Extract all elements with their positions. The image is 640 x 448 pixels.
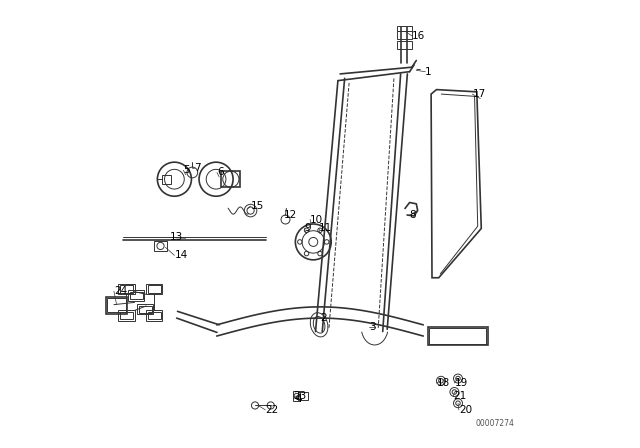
Bar: [298, 392, 308, 400]
Text: 7: 7: [194, 163, 200, 173]
Text: 00007274: 00007274: [476, 419, 514, 428]
Bar: [146, 310, 163, 321]
Text: 14: 14: [174, 250, 188, 260]
Bar: [118, 284, 134, 294]
Text: 19: 19: [454, 378, 468, 388]
Bar: [120, 285, 132, 293]
Bar: [428, 327, 488, 345]
Text: 10: 10: [310, 215, 323, 224]
Bar: [148, 312, 161, 319]
Bar: [163, 175, 172, 184]
Text: 20: 20: [459, 405, 472, 415]
Text: 12: 12: [284, 210, 298, 220]
Text: 21: 21: [454, 392, 467, 401]
Bar: [108, 298, 126, 312]
Text: 23: 23: [293, 392, 307, 401]
Bar: [148, 285, 161, 293]
Bar: [118, 310, 134, 321]
Text: 16: 16: [412, 31, 425, 41]
Text: 15: 15: [251, 201, 264, 211]
Text: 22: 22: [266, 405, 278, 415]
Bar: [397, 41, 412, 49]
Bar: [137, 304, 154, 314]
Bar: [139, 306, 152, 313]
Text: 2: 2: [320, 313, 326, 323]
Bar: [154, 241, 167, 251]
Bar: [293, 391, 300, 401]
Text: 5: 5: [184, 165, 190, 175]
Text: 6: 6: [217, 168, 223, 177]
Text: 18: 18: [436, 378, 450, 388]
Bar: [106, 297, 127, 314]
Bar: [120, 312, 132, 319]
Text: 1: 1: [425, 67, 432, 77]
Bar: [128, 290, 145, 301]
Bar: [146, 284, 163, 294]
Bar: [397, 31, 412, 39]
Bar: [397, 26, 412, 31]
Text: 24: 24: [114, 286, 127, 296]
Text: 13: 13: [170, 233, 183, 242]
Text: 4: 4: [296, 394, 302, 404]
Text: 3: 3: [369, 322, 376, 332]
Text: 9: 9: [305, 224, 311, 233]
Bar: [130, 292, 143, 299]
Text: 17: 17: [472, 89, 486, 99]
Bar: [429, 328, 486, 344]
Bar: [221, 171, 240, 187]
Text: 11: 11: [319, 224, 332, 233]
Text: 8: 8: [410, 210, 416, 220]
